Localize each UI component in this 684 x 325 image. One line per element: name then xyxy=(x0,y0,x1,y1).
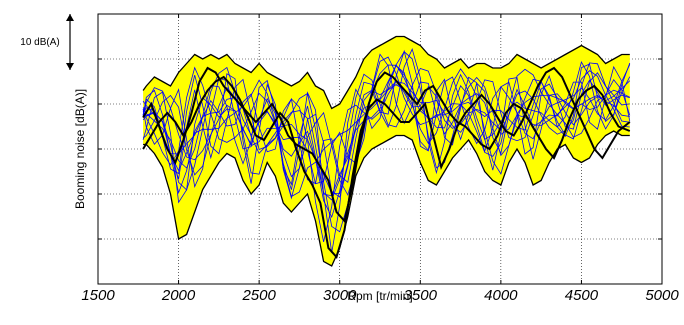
blue-curve xyxy=(142,68,630,198)
x-tick-label: 3500 xyxy=(404,287,438,304)
x-tick-label: 2500 xyxy=(241,287,276,304)
x-axis-label: Rpm [tr/min] xyxy=(347,289,412,303)
envelope-fill xyxy=(143,36,630,266)
blue-curve xyxy=(142,64,630,253)
x-tick-label: 3000 xyxy=(323,287,357,304)
envelope-upper-edge xyxy=(142,35,630,110)
x-tick-label: 4000 xyxy=(484,287,518,304)
envelope-area xyxy=(142,35,630,267)
x-tick-label: 1500 xyxy=(81,287,115,304)
blue-curve xyxy=(142,64,631,200)
x-tick-label: 2000 xyxy=(161,287,196,304)
blue-curve xyxy=(142,56,630,196)
axis-ticks: 1500 2000 2500 3000 3500 4000 4500 5000 xyxy=(81,14,679,304)
scale-bar-label: 10 dB(A) xyxy=(20,37,59,48)
x-tick-label: 4500 xyxy=(565,287,599,304)
blue-curve xyxy=(142,62,630,219)
y-axis-label: Booming noise [dB(A)] xyxy=(73,89,87,209)
highlight-curve xyxy=(142,66,631,224)
scale-bar xyxy=(66,14,74,70)
blue-curve xyxy=(142,49,631,197)
scale-bar-arrow-up xyxy=(66,14,74,21)
highlight-curve xyxy=(142,66,631,259)
blue-curve xyxy=(142,48,631,195)
blue-curve xyxy=(142,51,630,201)
blue-curve xyxy=(142,76,631,185)
scale-bar-arrow-down xyxy=(66,63,74,70)
highlight-curves xyxy=(142,66,631,259)
envelope-lower-edge xyxy=(143,130,630,267)
x-tick-label: 5000 xyxy=(645,287,679,304)
